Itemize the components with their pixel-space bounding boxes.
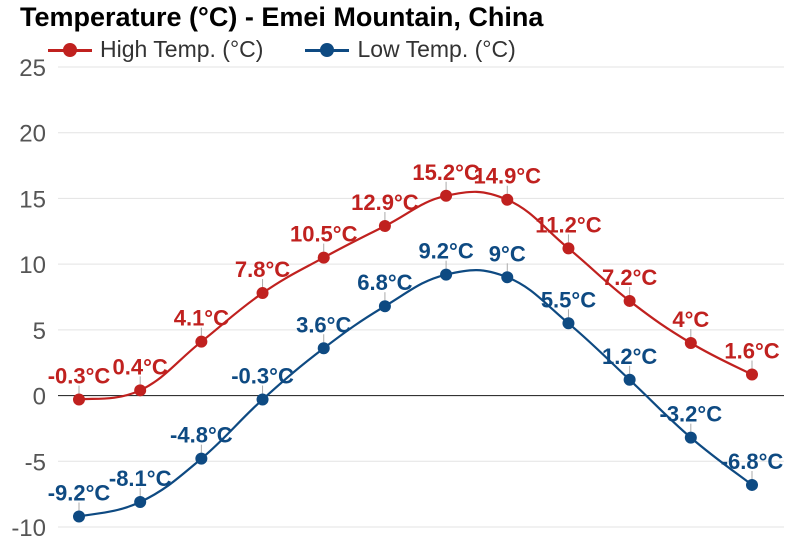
- y-tick-label-5: 0: [33, 384, 46, 411]
- data-point-low-4: [317, 342, 330, 355]
- data-label-low-3: -0.3°C: [231, 364, 294, 389]
- legend-swatch-high: [48, 39, 92, 61]
- data-point-low-11: [746, 478, 758, 491]
- data-label-low-7: 9°C: [489, 241, 526, 266]
- data-label-high-1: 0.4°C: [113, 354, 168, 379]
- data-label-low-4: 3.6°C: [296, 312, 351, 337]
- y-tick-label-0: 25: [19, 55, 46, 82]
- data-point-high-9: [623, 294, 636, 307]
- legend-label-high: High Temp. (°C): [100, 36, 264, 62]
- data-point-low-0: [73, 510, 85, 523]
- data-label-low-5: 6.8°C: [357, 270, 412, 295]
- y-tick-label-6: -5: [25, 449, 46, 476]
- data-label-high-8: 11.2°C: [535, 212, 601, 237]
- series-line-high: [78, 190, 753, 401]
- data-point-low-5: [378, 300, 391, 313]
- data-point-high-6: [440, 189, 453, 202]
- y-tick-label-1: 20: [19, 121, 46, 148]
- data-label-high-7: 14.9°C: [474, 164, 542, 189]
- data-point-low-3: [256, 393, 269, 406]
- data-label-low-6: 9.2°C: [418, 239, 473, 264]
- data-label-high-10: 4°C: [672, 307, 709, 332]
- data-point-high-4: [317, 251, 330, 264]
- data-label-low-9: 1.2°C: [602, 344, 657, 369]
- data-label-high-2: 4.1°C: [174, 306, 229, 331]
- data-label-high-5: 12.9°C: [351, 190, 419, 215]
- y-tick-label-4: 5: [33, 318, 46, 345]
- legend-item-low[interactable]: Low Temp. (°C): [305, 36, 516, 63]
- data-label-low-8: 5.5°C: [541, 287, 596, 312]
- data-point-low-8: [562, 317, 575, 330]
- data-label-high-6: 15.2°C: [412, 160, 480, 185]
- data-point-low-9: [623, 373, 636, 386]
- data-label-low-0: -9.2°C: [48, 480, 111, 505]
- data-point-high-10: [684, 337, 697, 349]
- data-label-high-9: 7.2°C: [602, 265, 657, 290]
- data-label-low-10: -3.2°C: [660, 402, 723, 427]
- data-point-high-1: [134, 384, 147, 397]
- data-point-low-10: [684, 431, 697, 444]
- data-label-high-3: 7.8°C: [235, 257, 290, 282]
- data-point-low-1: [134, 496, 147, 509]
- legend-label-low: Low Temp. (°C): [357, 36, 516, 62]
- chart-title: Temperature (°C) - Emei Mountain, China: [20, 2, 544, 32]
- data-point-high-8: [562, 242, 575, 255]
- y-tick-label-7: -10: [11, 515, 46, 542]
- data-point-high-0: [73, 393, 85, 406]
- data-point-high-3: [256, 287, 269, 300]
- y-tick-label-3: 10: [19, 252, 46, 279]
- data-point-low-2: [195, 452, 208, 465]
- data-label-high-11: 1.6°C: [724, 339, 779, 364]
- data-point-low-7: [501, 271, 514, 284]
- data-point-high-2: [195, 335, 208, 348]
- y-tick-label-2: 15: [19, 186, 46, 213]
- data-point-high-7: [501, 193, 514, 206]
- legend-item-high[interactable]: High Temp. (°C): [48, 36, 263, 63]
- data-label-high-4: 10.5°C: [290, 222, 358, 247]
- data-label-low-1: -8.1°C: [109, 466, 172, 491]
- data-label-low-11: -6.8°C: [721, 449, 784, 474]
- data-label-high-0: -0.3°C: [48, 364, 111, 389]
- legend: High Temp. (°C) Low Temp. (°C): [48, 36, 516, 63]
- data-point-low-6: [440, 268, 453, 281]
- data-point-high-11: [746, 368, 758, 381]
- data-label-low-2: -4.8°C: [170, 423, 233, 448]
- data-point-high-5: [378, 220, 391, 233]
- legend-swatch-low: [305, 39, 350, 61]
